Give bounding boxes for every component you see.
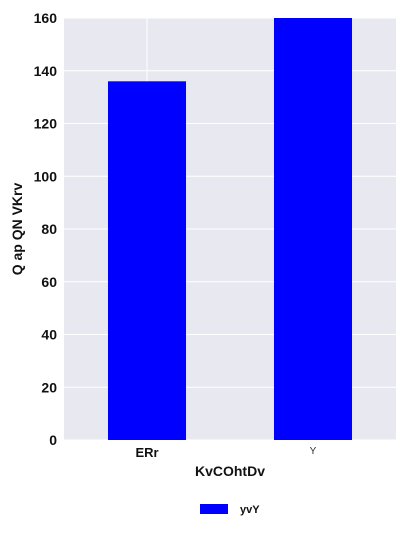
legend: yvY [200,504,260,516]
bar [273,18,353,440]
y-tick-label: 160 [34,10,58,26]
y-axis-ticks: 0 20 40 60 80 100 120 140 160 [34,10,58,448]
y-tick-label: 120 [34,116,58,132]
legend-swatch [200,504,228,514]
y-tick-label: 40 [41,327,57,343]
x-tick-label: Y [310,446,317,457]
x-axis-ticks: ERr Y [135,445,316,460]
y-tick-label: 80 [41,221,57,237]
y-tick-label: 0 [49,432,57,448]
y-tick-label: 20 [41,379,57,395]
bars [107,18,353,441]
bar [107,81,187,441]
x-tick-label: ERr [135,445,158,460]
y-tick-label: 100 [34,168,58,184]
y-tick-label: 140 [34,63,58,79]
x-axis-title: KvCOhtDv [195,463,265,479]
y-tick-label: 60 [41,274,57,290]
y-axis-title: Q ap QN VKrv [9,183,25,276]
legend-label: yvY [240,504,260,516]
